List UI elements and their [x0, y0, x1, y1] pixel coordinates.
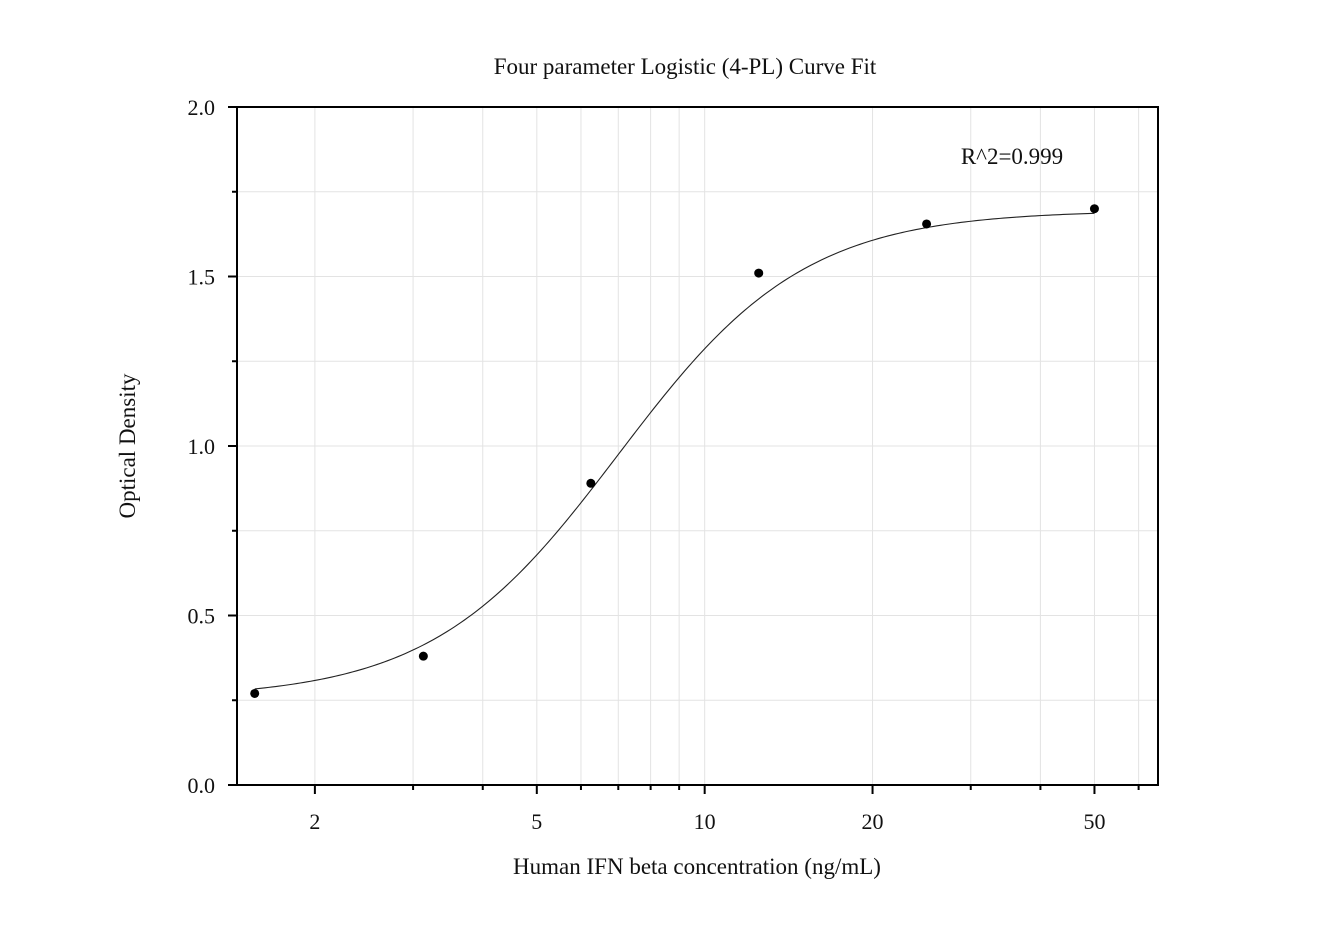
r-squared-annotation: R^2=0.999 [961, 144, 1063, 169]
y-tick-label: 1.0 [188, 434, 216, 459]
points-layer [250, 204, 1099, 698]
data-point [922, 219, 932, 229]
fit-layer [254, 212, 1095, 690]
grid-layer [237, 107, 1158, 785]
data-point [418, 651, 428, 661]
data-point [250, 688, 260, 698]
y-tick-label: 0.0 [188, 773, 216, 798]
x-tick-label: 20 [862, 809, 884, 834]
chart-title: Four parameter Logistic (4-PL) Curve Fit [494, 54, 877, 79]
y-tick-label: 0.5 [188, 604, 216, 629]
data-point [754, 268, 764, 278]
x-tick-label: 50 [1083, 809, 1105, 834]
data-point [586, 478, 596, 488]
x-tick-label: 2 [309, 809, 320, 834]
fit-curve [254, 212, 1095, 690]
x-tick-label: 10 [694, 809, 716, 834]
x-tick-label: 5 [531, 809, 542, 834]
y-tick-label: 2.0 [188, 95, 216, 120]
y-axis-label: Optical Density [115, 373, 140, 518]
y-tick-label: 1.5 [188, 265, 216, 290]
ticks-layer: 2 5 10 20 50 0.0 0.5 1.0 1.5 2.0 [188, 95, 1140, 834]
x-axis-label: Human IFN beta concentration (ng/mL) [513, 854, 881, 879]
data-point [1089, 204, 1099, 214]
